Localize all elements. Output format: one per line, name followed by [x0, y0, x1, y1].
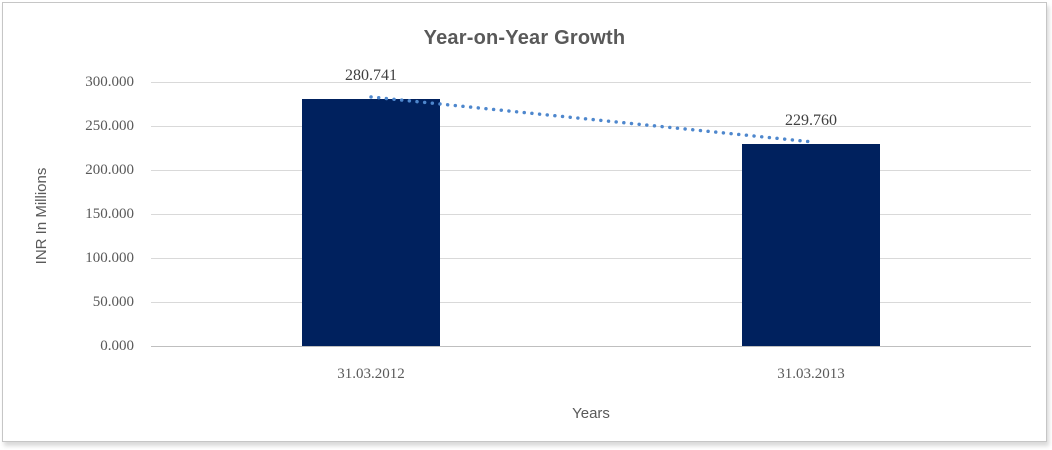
gridline — [151, 82, 1031, 83]
bar-31.03.2012 — [302, 98, 440, 346]
y-tick-label: 50.000 — [92, 294, 134, 310]
data-label: 229.760 — [785, 111, 837, 129]
gridline — [151, 258, 1031, 259]
x-axis-line — [151, 346, 1031, 347]
chart-title: Year-on-Year Growth — [423, 27, 626, 49]
y-tick-label: 250.000 — [85, 118, 134, 134]
y-tick-label: 150.000 — [85, 206, 134, 222]
gridline — [151, 302, 1031, 303]
trendline — [369, 95, 813, 144]
y-tick-label: 300.000 — [85, 74, 134, 90]
bar-31.03.2013 — [742, 143, 880, 346]
y-tick-label: 0.000 — [100, 338, 134, 354]
gridline — [151, 126, 1031, 127]
plot-area — [151, 82, 1031, 347]
x-axis-title: Years — [572, 405, 610, 422]
chart-frame: Year-on-Year Growth INR In Millions Year… — [2, 2, 1047, 442]
x-tick-label: 31.03.2013 — [777, 366, 845, 382]
x-tick-label: 31.03.2012 — [337, 366, 405, 382]
y-tick-label: 100.000 — [85, 250, 134, 266]
gridline — [151, 170, 1031, 171]
y-tick-label: 200.000 — [85, 162, 134, 178]
gridline — [151, 214, 1031, 215]
data-label: 280.741 — [345, 66, 397, 84]
